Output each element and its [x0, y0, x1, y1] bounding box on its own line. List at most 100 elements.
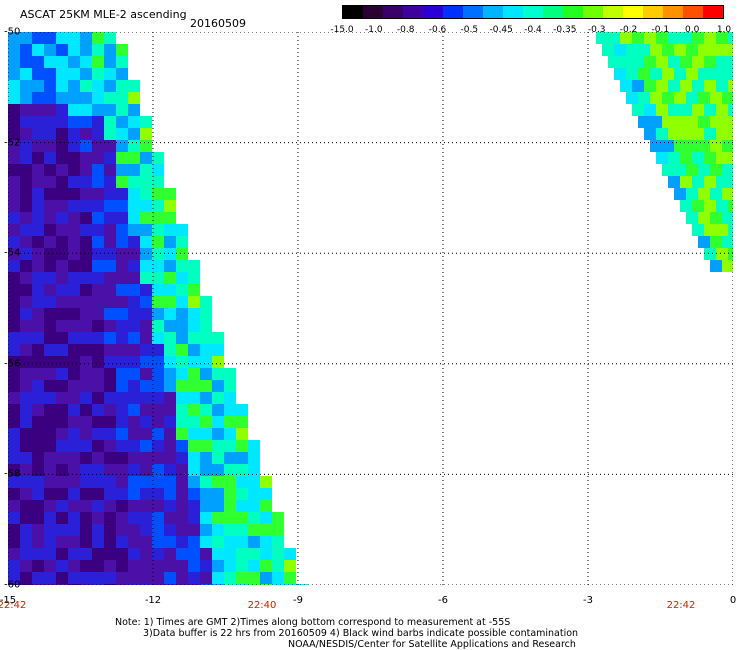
- swath-cell: [104, 32, 116, 44]
- swath-cell: [656, 32, 668, 44]
- swath-cell: [80, 536, 92, 548]
- swath-cell: [116, 260, 128, 272]
- swath-cell: [668, 56, 680, 68]
- swath-cell: [152, 356, 164, 368]
- swath-cell: [20, 56, 32, 68]
- swath-cell: [8, 284, 20, 296]
- swath-cell: [68, 320, 80, 332]
- swath-cell: [32, 332, 44, 344]
- swath-cell: [68, 560, 80, 572]
- swath-cell: [722, 236, 733, 248]
- swath-cell: [104, 152, 116, 164]
- swath-cell: [56, 560, 68, 572]
- swath-cell: [140, 152, 152, 164]
- swath-cell: [704, 200, 716, 212]
- swath-cell: [44, 68, 56, 80]
- colorbar-swatch: [343, 6, 363, 18]
- swath-cell: [56, 476, 68, 488]
- swath-cell: [164, 392, 176, 404]
- swath-cell: [164, 500, 176, 512]
- swath-cell: [116, 464, 128, 476]
- swath-cell: [20, 428, 32, 440]
- y-axis-label: -52: [4, 137, 21, 149]
- swath-cell: [248, 440, 260, 452]
- swath-cell: [710, 260, 722, 272]
- swath-cell: [662, 164, 674, 176]
- swath-cell: [140, 404, 152, 416]
- swath-cell: [68, 272, 80, 284]
- swath-cell: [140, 416, 152, 428]
- swath-cell: [188, 368, 200, 380]
- swath-cell: [140, 464, 152, 476]
- swath-cell: [698, 212, 710, 224]
- swath-cell: [32, 248, 44, 260]
- swath-cell: [104, 548, 116, 560]
- swath-cell: [650, 44, 662, 56]
- colorbar-swatch: [703, 6, 723, 18]
- swath-cell: [710, 44, 722, 56]
- swath-cell: [104, 104, 116, 116]
- swath-cell: [68, 356, 80, 368]
- swath-cell: [200, 488, 212, 500]
- swath-cell: [200, 464, 212, 476]
- swath-cell: [8, 236, 20, 248]
- swath-cell: [188, 536, 200, 548]
- swath-cell: [128, 80, 140, 92]
- swath-cell: [662, 44, 674, 56]
- swath-cell: [68, 440, 80, 452]
- swath-cell: [260, 524, 272, 536]
- swath-cell: [104, 356, 116, 368]
- colorbar-ticks: -15.0 -1.0 -0.8 -0.6 -0.5 -0.45 -0.4 -0.35 -0.3 -…: [330, 25, 740, 37]
- swath-cell: [200, 524, 212, 536]
- swath-cell: [92, 332, 104, 344]
- swath-cell: [116, 488, 128, 500]
- swath-cell: [56, 260, 68, 272]
- swath-cell: [128, 584, 140, 585]
- swath-cell: [116, 320, 128, 332]
- swath-cell: [728, 152, 733, 164]
- swath-cell: [8, 44, 20, 56]
- swath-cell: [80, 260, 92, 272]
- swath-cell: [44, 212, 56, 224]
- swath-cell: [236, 452, 248, 464]
- swath-cell: [200, 584, 212, 585]
- swath-cell: [104, 440, 116, 452]
- swath-cell: [104, 452, 116, 464]
- swath-cell: [32, 188, 44, 200]
- colorbar-tick-label: -0.2: [619, 25, 638, 35]
- swath-cell: [8, 296, 20, 308]
- swath-cell: [200, 368, 212, 380]
- swath-cell: [212, 440, 224, 452]
- swath-cell: [80, 140, 92, 152]
- swath-cell: [56, 320, 68, 332]
- swath-cell: [92, 248, 104, 260]
- swath-cell: [80, 392, 92, 404]
- swath-cell: [164, 584, 176, 585]
- swath-cell: [104, 200, 116, 212]
- swath-cell: [704, 32, 716, 44]
- swath-cell: [212, 344, 224, 356]
- swath-cell: [116, 404, 128, 416]
- swath-cell: [716, 56, 728, 68]
- swath-cell: [92, 500, 104, 512]
- swath-cell: [8, 260, 20, 272]
- swath-cell: [32, 344, 44, 356]
- swath-cell: [20, 224, 32, 236]
- swath-cell: [212, 584, 224, 585]
- swath-cell: [56, 548, 68, 560]
- swath-cell: [200, 320, 212, 332]
- swath-cell: [68, 548, 80, 560]
- swath-cell: [680, 200, 692, 212]
- swath-cell: [140, 452, 152, 464]
- swath-cell: [68, 152, 80, 164]
- swath-cell: [698, 92, 710, 104]
- swath-cell: [44, 572, 56, 584]
- swath-cell: [722, 188, 733, 200]
- swath-cell: [80, 152, 92, 164]
- swath-cell: [668, 128, 680, 140]
- swath-cell: [44, 332, 56, 344]
- swath-cell: [68, 224, 80, 236]
- swath-cell: [20, 512, 32, 524]
- swath-cell: [20, 152, 32, 164]
- swath-cell: [140, 164, 152, 176]
